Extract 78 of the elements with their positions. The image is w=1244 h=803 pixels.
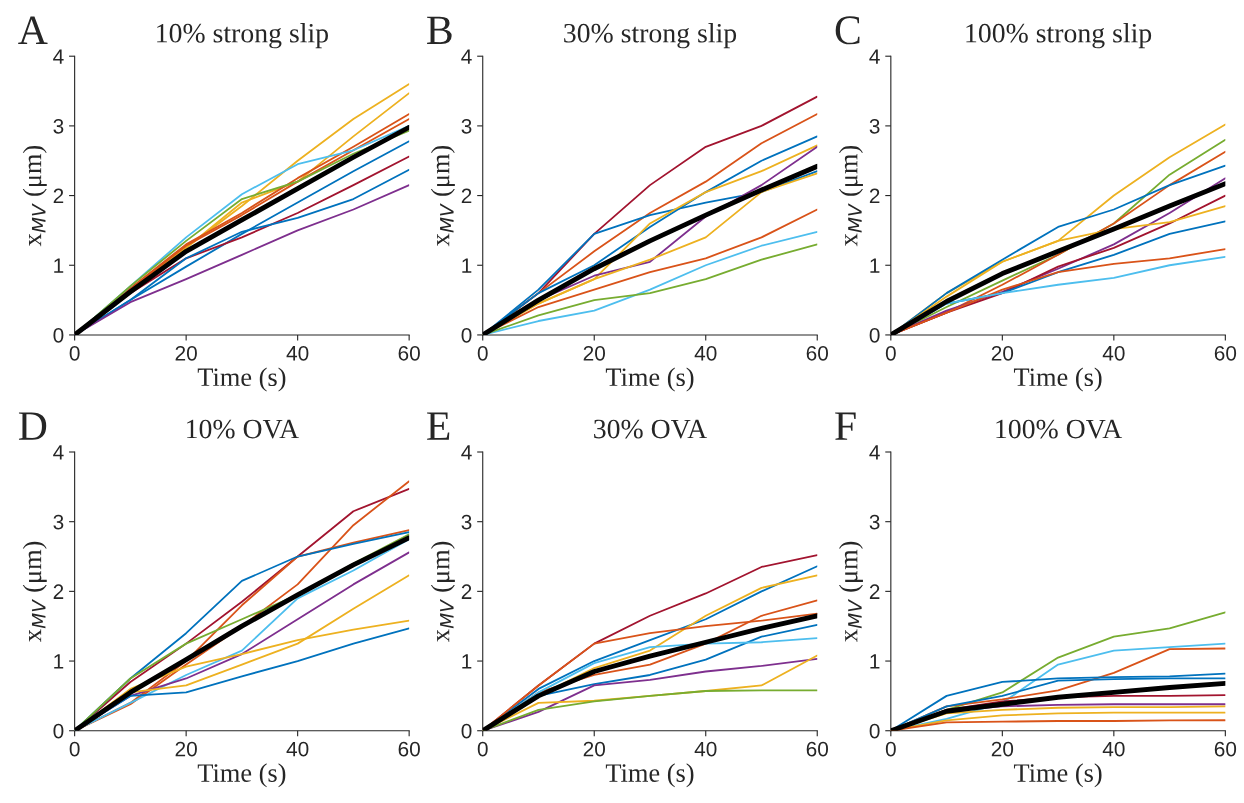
x-tick-label: 40 (694, 345, 717, 361)
y-tick-label: 4 (53, 445, 64, 460)
chart-title: 100% strong slip (966, 23, 1152, 49)
y-tick-label: 2 (53, 584, 64, 599)
x-tick-label: 60 (1214, 741, 1237, 757)
y-tick-label: 3 (461, 514, 472, 530)
y-tick-label: 0 (869, 723, 880, 739)
x-tick-label: 0 (69, 345, 80, 361)
text: B (427, 16, 452, 45)
x-tick-label: 40 (1102, 741, 1125, 757)
y-tick-label: 2 (461, 584, 472, 599)
x-tick-label: 60 (1214, 345, 1237, 361)
x-axis-title: Time (s) (1013, 763, 1102, 788)
y-tick-label: 3 (869, 118, 880, 134)
y-axis-title: x$_{MV}$ (μm) (839, 145, 863, 247)
y-axis-title: x$_{MV}$ (μm) (22, 541, 47, 642)
x-tick-label: 60 (398, 741, 420, 757)
x-axis-title: Time (s) (1013, 367, 1102, 392)
y-tick-label: 1 (462, 258, 472, 273)
y-tick-label: 0 (53, 327, 64, 343)
y-tick-label: 3 (53, 514, 64, 530)
y-tick-label: 2 (53, 188, 64, 204)
x-tick-label: 0 (69, 741, 80, 757)
y-axis-title: x$_{MV}$ (μm) (839, 541, 863, 642)
y-tick-label: 3 (461, 118, 472, 134)
chart-title: 30% OVA (594, 419, 708, 439)
x-axis-title: Time (s) (605, 367, 694, 392)
x-tick-label: 20 (991, 741, 1014, 757)
y-tick-label: 0 (461, 723, 472, 739)
x-tick-label: 0 (885, 741, 896, 757)
text: F (835, 412, 856, 440)
x-axis-title: Time (s) (605, 763, 694, 788)
y-tick-label: 0 (461, 327, 472, 343)
y-tick-label: 4 (461, 445, 472, 460)
x-tick-label: 60 (398, 345, 420, 361)
x-tick-label: 0 (885, 345, 896, 361)
x-axis-title: Time (s) (197, 763, 286, 788)
y-tick-label: 0 (869, 327, 880, 343)
x-axis-title: Time (s) (197, 367, 286, 392)
x-tick-label: 40 (1102, 345, 1125, 361)
x-tick-label: 40 (286, 741, 309, 757)
chart-title: 10% OVA (187, 419, 299, 439)
y-tick-label: 4 (869, 49, 880, 64)
y-tick-label: 4 (53, 49, 64, 64)
x-tick-label: 60 (806, 741, 829, 757)
x-tick-label: 20 (175, 741, 197, 757)
chart-title: 10% strong slip (157, 23, 328, 49)
text: D (18, 412, 47, 440)
x-tick-label: 60 (806, 345, 829, 361)
y-axis-title: x$_{MV}$ (μm) (430, 145, 455, 247)
y-tick-label: 4 (869, 445, 880, 460)
x-tick-label: 40 (694, 741, 717, 757)
y-tick-label: 2 (461, 188, 472, 204)
y-tick-label: 1 (870, 654, 880, 669)
chart-title: 100% OVA (996, 419, 1123, 439)
x-tick-label: 0 (477, 741, 488, 757)
x-tick-label: 20 (583, 741, 606, 757)
x-tick-label: 0 (477, 345, 488, 361)
y-tick-label: 3 (869, 514, 880, 530)
text: A (18, 16, 48, 44)
x-tick-label: 20 (991, 345, 1014, 361)
y-tick-label: 1 (54, 654, 64, 669)
y-tick-label: 1 (870, 258, 880, 273)
x-tick-label: 20 (583, 345, 606, 361)
y-tick-label: 2 (869, 188, 880, 204)
x-tick-label: 40 (286, 345, 309, 361)
y-tick-label: 1 (54, 258, 64, 273)
y-tick-label: 3 (53, 118, 64, 134)
x-tick-label: 20 (175, 345, 197, 361)
text: C (835, 16, 860, 45)
y-tick-label: 4 (461, 49, 472, 64)
chart-title: 30% strong slip (564, 23, 737, 49)
text: E (427, 412, 450, 440)
y-tick-label: 1 (462, 654, 472, 669)
y-tick-label: 0 (53, 723, 64, 739)
y-axis-title: x$_{MV}$ (μm) (430, 541, 455, 642)
y-tick-label: 2 (869, 584, 880, 599)
y-axis-title: x$_{MV}$ (μm) (22, 145, 47, 247)
